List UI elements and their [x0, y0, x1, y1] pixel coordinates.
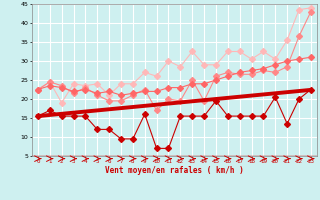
X-axis label: Vent moyen/en rafales ( km/h ): Vent moyen/en rafales ( km/h ) [105, 166, 244, 175]
